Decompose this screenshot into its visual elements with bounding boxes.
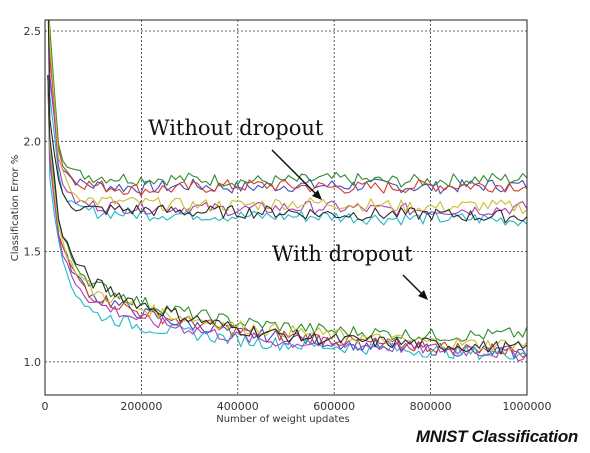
x-tick-label: 0 <box>42 400 49 413</box>
annotation-with-dropout: With dropout <box>272 242 413 266</box>
series-line <box>47 75 527 358</box>
series-line <box>47 75 527 361</box>
series-line <box>48 20 527 215</box>
ticks: 0 200000 400000 600000 800000 1000000 1.0 1.5 2.… <box>24 25 552 413</box>
x-tick-label: 400000 <box>217 400 259 413</box>
x-axis-title: Number of weight updates <box>216 414 350 425</box>
series-line <box>48 20 527 188</box>
arrow-with-dropout <box>402 274 428 300</box>
series-line <box>47 20 527 224</box>
annotation-without-dropout: Without dropout <box>148 116 324 140</box>
caption: MNIST Classification <box>415 427 578 446</box>
y-tick-label: 2.0 <box>24 135 42 148</box>
y-tick-label: 1.0 <box>24 356 42 369</box>
y-tick-label: 2.5 <box>24 25 42 38</box>
series-line <box>48 20 527 217</box>
x-tick-label: 600000 <box>313 400 355 413</box>
series-line <box>47 75 527 362</box>
x-tick-label: 1000000 <box>503 400 552 413</box>
x-tick-label: 800000 <box>410 400 452 413</box>
y-axis-title: Classification Error % <box>10 155 21 261</box>
series-line <box>47 20 527 227</box>
series-line <box>48 20 527 197</box>
x-tick-label: 200000 <box>120 400 162 413</box>
series-line <box>47 75 527 342</box>
series-line <box>47 75 527 355</box>
arrow-without-dropout <box>271 149 322 200</box>
series-group <box>47 20 527 362</box>
plot-frame <box>44 19 528 396</box>
y-tick-label: 1.5 <box>24 246 42 259</box>
